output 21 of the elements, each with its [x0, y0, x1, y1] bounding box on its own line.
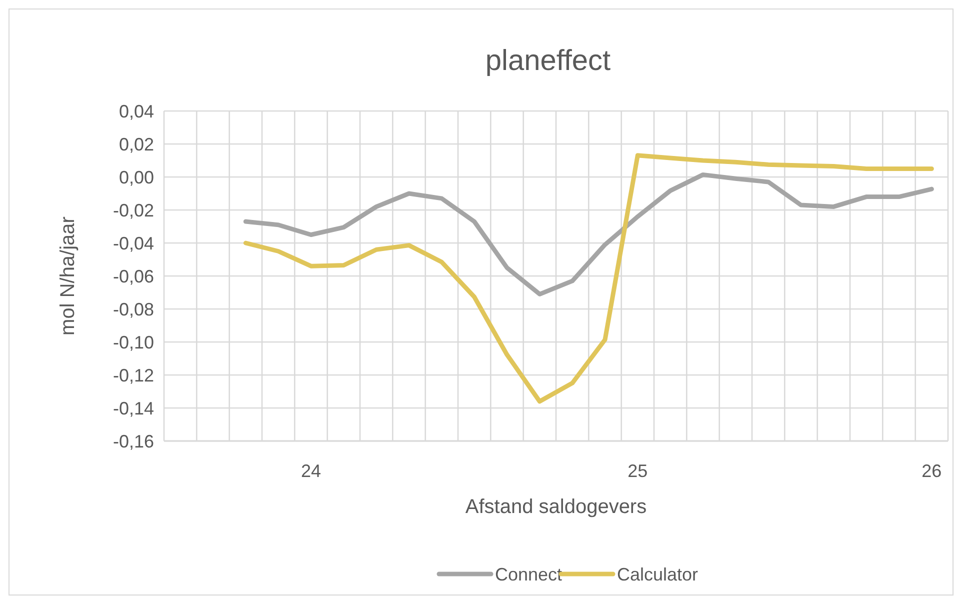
y-tick-label: 0,02: [118, 134, 154, 154]
legend-label: Calculator: [617, 564, 698, 584]
y-axis-title: mol N/ha/jaar: [57, 216, 79, 336]
y-tick-label: -0,06: [112, 266, 154, 286]
y-tick-label: -0,14: [112, 398, 154, 418]
y-tick-label: 0,00: [118, 167, 154, 188]
y-tick-label: 0,04: [118, 101, 154, 122]
line-series: [243, 153, 934, 404]
legend-label: Connect: [495, 564, 562, 584]
y-tick-label: -0,16: [112, 431, 154, 452]
y-tick-label: -0,02: [112, 200, 154, 220]
y-tick-label: -0,10: [112, 332, 154, 352]
x-tick-label: 26: [922, 461, 942, 481]
y-tick-label: -0,08: [112, 299, 154, 320]
chart-title: planeffect: [485, 45, 611, 77]
y-tick-label: -0,04: [112, 233, 154, 254]
line-series: [243, 172, 934, 296]
x-tick-label: 24: [300, 461, 322, 481]
x-axis-title: Afstand saldogevers: [465, 496, 647, 518]
y-tick-label: -0,12: [112, 365, 154, 386]
x-tick-label: 25: [628, 461, 648, 481]
